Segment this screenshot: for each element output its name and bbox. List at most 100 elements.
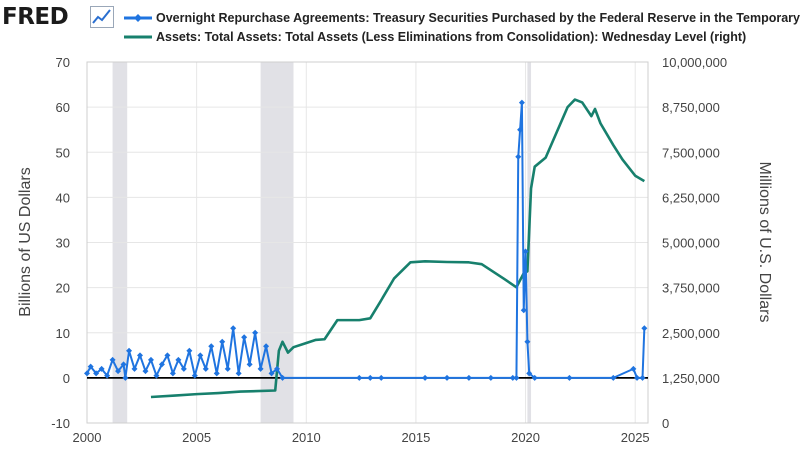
series-point-repo <box>120 361 127 368</box>
y-left-tick-label: 40 <box>56 190 70 205</box>
series-point-repo <box>131 365 138 372</box>
series-point-repo <box>524 338 531 345</box>
legend-label-repo: Overnight Repurchase Agreements: Treasur… <box>156 11 801 25</box>
y-right-tick-label: 7,500,000 <box>662 145 720 160</box>
chart-header: FRED Overnight Repurchase Agreements: Tr… <box>0 0 801 48</box>
plot-frame <box>86 61 649 424</box>
series-point-repo <box>566 374 573 381</box>
series-point-repo <box>164 352 171 359</box>
series-point-repo <box>367 374 374 381</box>
y-left-tick-label: 0 <box>63 371 70 386</box>
series-point-repo <box>513 374 520 381</box>
series-point-repo <box>639 374 646 381</box>
legend-item-repo[interactable]: Overnight Repurchase Agreements: Treasur… <box>124 10 801 29</box>
series-point-repo <box>517 126 524 133</box>
y-left-tick-label: 10 <box>56 326 70 341</box>
fred-logo[interactable]: FRED <box>2 4 69 30</box>
series-point-repo <box>268 370 275 377</box>
series-point-repo <box>180 365 187 372</box>
series-point-repo <box>202 365 209 372</box>
series-point-repo <box>136 352 143 359</box>
series-point-repo <box>213 370 220 377</box>
series-point-repo <box>126 347 133 354</box>
y-right-tick-label: 8,750,000 <box>662 100 720 115</box>
y-right-tick-label: 3,750,000 <box>662 281 720 296</box>
series-point-repo <box>98 365 105 372</box>
series-point-repo <box>356 374 363 381</box>
series-point-repo <box>224 365 231 372</box>
series-point-repo <box>169 370 176 377</box>
series-point-repo <box>246 361 253 368</box>
series-point-repo <box>257 365 264 372</box>
series-point-repo <box>279 374 286 381</box>
y-left-tick-label: 30 <box>56 236 70 251</box>
series-point-repo <box>104 372 111 379</box>
series-point-repo <box>518 99 525 106</box>
legend-swatch-assets <box>124 35 152 39</box>
series-point-repo <box>422 374 429 381</box>
legend: Overnight Repurchase Agreements: Treasur… <box>124 10 801 48</box>
series-point-repo <box>115 368 122 375</box>
line-chart-icon <box>90 6 114 28</box>
x-tick-label: 2000 <box>73 430 102 445</box>
y-left-tick-label: 20 <box>56 281 70 296</box>
series-point-repo <box>634 374 641 381</box>
y-axis-title-right: Millions of U.S. Dollars <box>756 162 773 323</box>
series-point-repo <box>93 370 100 377</box>
x-tick-label: 2005 <box>182 430 211 445</box>
x-tick-label: 2020 <box>511 430 540 445</box>
series-point-repo <box>84 370 90 377</box>
series-point-repo <box>522 248 529 255</box>
y-left-tick-label: -10 <box>51 416 70 431</box>
y-left-tick-label: 50 <box>56 145 70 160</box>
series-point-repo <box>241 334 248 341</box>
y-right-tick-label: 10,000,000 <box>662 55 727 70</box>
series-point-repo <box>197 352 204 359</box>
series-point-repo <box>443 374 450 381</box>
series-point-repo <box>509 374 516 381</box>
x-tick-label: 2025 <box>621 430 650 445</box>
series-point-repo <box>641 325 648 332</box>
series-point-repo <box>230 325 237 332</box>
series-point-repo <box>252 329 259 336</box>
y-left-tick-label: 60 <box>56 100 70 115</box>
series-point-repo <box>465 374 472 381</box>
series-point-repo <box>147 356 154 363</box>
series-point-repo <box>87 363 94 370</box>
series-point-repo <box>520 307 527 314</box>
series-point-repo <box>526 370 533 377</box>
series-point-repo <box>274 365 281 372</box>
series-point-repo <box>515 153 522 160</box>
y-right-tick-label: 6,250,000 <box>662 190 720 205</box>
series-point-repo <box>630 365 637 372</box>
y-left-tick-label: 70 <box>56 55 70 70</box>
series-line-repo <box>86 101 646 379</box>
series-point-repo <box>186 347 193 354</box>
y-axis-title-left: Billions of US Dollars <box>17 167 34 316</box>
series-line-total-assets <box>150 98 646 399</box>
series-point-repo <box>175 356 182 363</box>
x-tick-label: 2015 <box>401 430 430 445</box>
series-point-repo <box>531 374 538 381</box>
series-point-repo <box>122 374 129 381</box>
legend-item-assets[interactable]: Assets: Total Assets: Total Assets (Less… <box>124 29 801 48</box>
series-point-repo <box>378 374 385 381</box>
series-point-repo <box>191 372 198 379</box>
series-point-repo <box>219 338 226 345</box>
series-point-repo <box>109 356 116 363</box>
y-right-tick-label: 0 <box>662 416 669 431</box>
series-point-repo <box>142 368 149 375</box>
series-point-repo <box>487 374 494 381</box>
series-point-repo <box>153 372 160 379</box>
series-point-repo <box>235 370 242 377</box>
series-point-repo <box>208 343 215 350</box>
series-point-repo <box>610 374 617 381</box>
legend-swatch-repo <box>124 14 152 22</box>
y-right-tick-label: 5,000,000 <box>662 236 720 251</box>
y-right-tick-label: 1,250,000 <box>662 371 720 386</box>
series-point-repo <box>263 343 270 350</box>
x-tick-label: 2010 <box>292 430 321 445</box>
series-point-repo <box>158 361 165 368</box>
y-right-tick-label: 2,500,000 <box>662 326 720 341</box>
